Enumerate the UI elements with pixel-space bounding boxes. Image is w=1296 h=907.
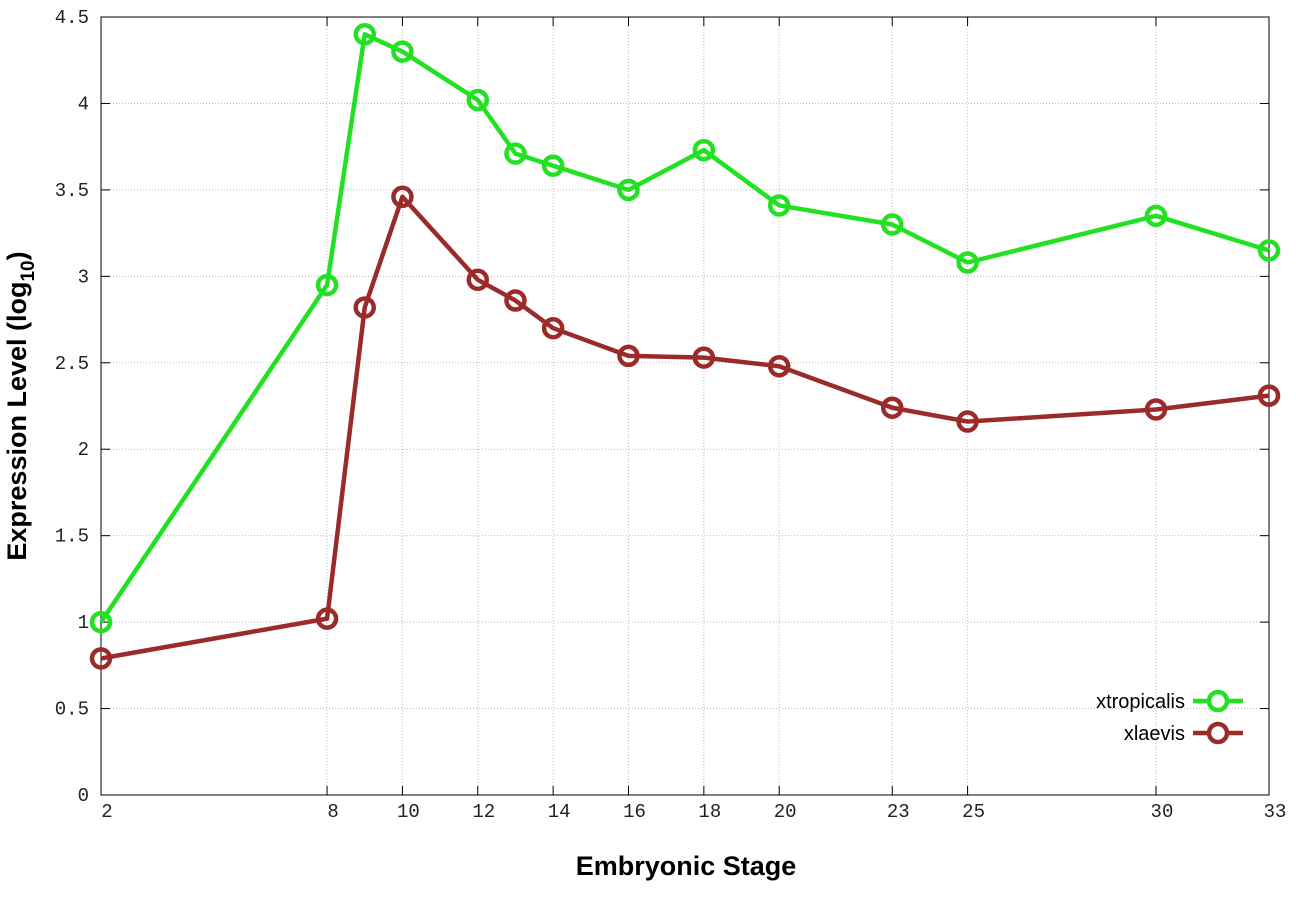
x-tick-label: 2 [101,801,112,823]
y-tick-label: 3 [78,266,89,288]
data-point [315,273,339,297]
data-point [89,610,113,634]
y-tick-label: 0 [78,785,89,807]
x-tick-label: 10 [397,801,420,823]
series-line [99,32,1270,624]
plot-frame [100,16,1270,796]
data-point [466,88,490,112]
data-point [466,268,490,292]
data-point [1257,239,1281,262]
x-tick-label: 30 [1151,801,1174,823]
x-tick-label: 25 [962,801,985,823]
x-tick-label: 20 [774,801,797,823]
legend: xtropicalis xlaevis [1096,689,1243,745]
series-line [100,194,1270,661]
data-point [391,40,414,63]
y-axis-label: Expression Level (log10) [2,251,39,560]
data-point [617,178,640,202]
x-tick-label: 14 [548,801,571,823]
legend-label: xlaevis [1124,723,1185,745]
data-point [541,316,565,340]
data-point [504,142,527,165]
y-tick-label: 1 [78,612,89,634]
x-tick-label: 16 [623,801,646,823]
data-point [391,185,414,209]
x-tick-label: 8 [327,801,338,823]
data-point [956,410,979,433]
data-point [1257,384,1281,407]
y-tick-label: 4 [78,93,89,115]
legend-marker [1206,689,1230,713]
data-point [956,251,979,274]
data-point [353,296,376,319]
data-point [353,23,376,46]
legend-label: xtropicalis [1096,691,1185,713]
data-point [767,354,791,378]
y-tick-label: 0.5 [55,699,89,721]
y-label-text: Expression Level (log [2,282,32,561]
data-point [880,213,904,236]
data-point [617,344,640,368]
y-tick-label: 1.5 [55,526,89,548]
data-point [504,289,527,312]
y-label-end: ) [2,251,32,260]
data-point [880,396,904,419]
legend-marker [1206,721,1230,745]
data-point [89,647,113,670]
data-point [692,138,716,162]
data-point [315,607,339,630]
data-point [541,154,565,177]
data-point [1144,398,1168,421]
x-tick-label: 18 [698,801,721,823]
x-axis-label: Embryonic Stage [576,851,797,881]
y-label-sub: 10 [18,260,39,281]
y-tick-label: 3.5 [55,180,89,202]
y-tick-label: 2.5 [55,353,89,375]
x-tick-label: 33 [1264,801,1287,823]
x-tick-label: 12 [472,801,495,823]
y-tick-label: 4.5 [55,7,89,29]
x-tick-label: 23 [887,801,910,823]
y-tick-label: 2 [78,439,89,461]
data-point [1144,204,1168,228]
data-point [692,346,716,369]
data-point [767,194,791,217]
